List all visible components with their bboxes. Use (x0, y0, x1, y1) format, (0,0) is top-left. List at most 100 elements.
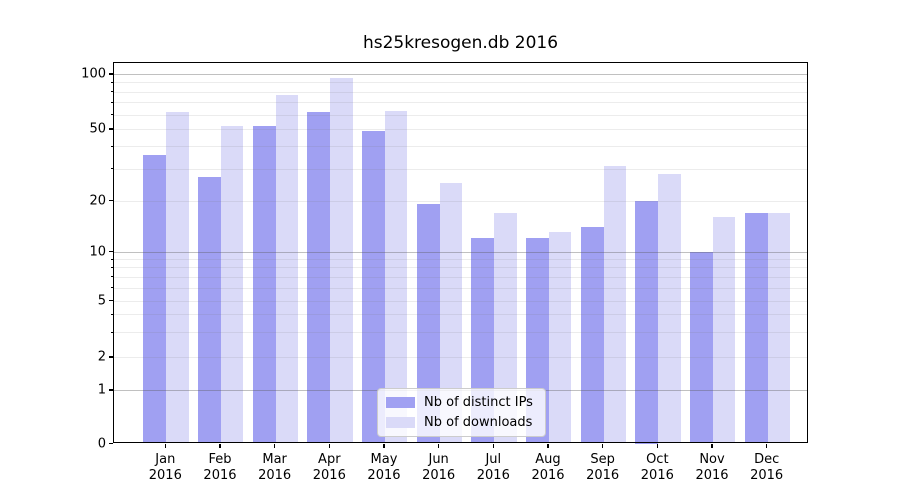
y-minor-tick-7 (110, 276, 113, 278)
bar-downloads-aug (548, 232, 572, 444)
bar-distinct-ips-sep (580, 226, 604, 444)
x-tick-sep (602, 443, 604, 448)
y-minor-tick-80 (110, 91, 113, 93)
y-tick-100 (109, 73, 113, 75)
bar-distinct-ips-jun (416, 204, 440, 444)
y-tick-label-100: 100 (81, 66, 106, 82)
y-tick-1 (109, 389, 113, 391)
bar-downloads-jan (166, 111, 189, 444)
x-tick-label-year-mar: 2016 (258, 468, 292, 483)
x-tick-label-year-nov: 2016 (695, 468, 729, 483)
gridline-y-30 (113, 168, 808, 170)
y-minor-tick-70 (110, 101, 113, 103)
gridline-y-2 (113, 357, 808, 358)
x-tick-label-year-dec: 2016 (750, 468, 784, 483)
x-tick-label-apr: Apr 2016 (302, 452, 356, 485)
x-tick-aug (547, 443, 549, 448)
x-tick-label-aug: Aug 2016 (521, 452, 575, 485)
x-tick-label-year-apr: 2016 (312, 468, 346, 483)
x-tick-label-year-jan: 2016 (148, 468, 182, 483)
y-tick-label-50: 50 (89, 121, 106, 137)
chart-title: hs25kresogen.db 2016 (362, 33, 559, 53)
gridline-y-70 (113, 102, 808, 104)
x-tick-label-year-sep: 2016 (586, 468, 620, 483)
bar-downloads-may (384, 110, 408, 444)
y-tick-label-1: 1 (97, 382, 106, 398)
x-tick-label-year-oct: 2016 (640, 468, 674, 483)
gridline-y-9 (113, 259, 808, 261)
x-tick-label-oct: Oct 2016 (630, 452, 684, 485)
y-tick-label-20: 20 (89, 193, 106, 208)
bar-distinct-ips-feb (197, 177, 221, 444)
x-tick-label-feb: Feb 2016 (193, 452, 247, 485)
bar-downloads-feb (220, 125, 244, 444)
bar-downloads-jul (494, 212, 517, 444)
gridline-y-4 (113, 314, 808, 316)
x-tick-oct (656, 443, 658, 448)
y-tick-2 (109, 356, 113, 358)
bar-distinct-ips-apr (307, 111, 331, 444)
y-tick-0 (109, 442, 113, 445)
bar-distinct-ips-oct (635, 200, 659, 444)
bar-downloads-mar (275, 94, 298, 444)
bar-distinct-ips-mar (252, 125, 276, 444)
gridline-y-6 (113, 287, 808, 289)
y-tick-label-0: 0 (97, 436, 106, 451)
x-tick-label-year-feb: 2016 (203, 468, 237, 483)
x-tick-label-jan: Jan 2016 (138, 452, 192, 485)
y-tick-label-2: 2 (97, 349, 106, 365)
x-tick-jan (164, 443, 166, 448)
y-minor-tick-3 (110, 331, 113, 333)
gridline-y-20 (113, 200, 808, 202)
x-tick-jul (492, 443, 494, 448)
x-tick-label-year-jul: 2016 (476, 468, 510, 483)
legend-entry-downloads: Nb of downloads (386, 415, 545, 430)
legend: Nb of distinct IPs Nb of downloads (377, 388, 546, 437)
x-tick-dec (766, 443, 768, 448)
gridline-y-40 (113, 146, 808, 148)
legend-label-distinct-ips: Nb of distinct IPs (424, 395, 533, 410)
bar-distinct-ips-jan (143, 154, 167, 444)
legend-swatch-distinct-ips (386, 397, 415, 408)
x-tick-label-nov: Nov 2016 (685, 452, 739, 485)
x-tick-mar (274, 443, 276, 448)
bar-distinct-ips-dec (744, 212, 768, 444)
bar-distinct-ips-may (361, 130, 385, 444)
y-minor-tick-6 (110, 287, 113, 289)
y-tick-50 (109, 128, 113, 130)
legend-label-downloads: Nb of downloads (424, 415, 533, 430)
y-minor-tick-60 (110, 114, 113, 116)
y-minor-tick-9 (110, 258, 113, 260)
y-tick-label-10: 10 (89, 244, 106, 260)
gridline-y-7 (113, 276, 808, 278)
x-tick-apr (328, 443, 330, 448)
gridline-y-80 (113, 91, 808, 93)
y-tick-20 (109, 199, 113, 202)
x-tick-label-sep: Sep 2016 (576, 452, 630, 485)
x-tick-nov (711, 443, 713, 448)
gridline-y-10 (113, 251, 808, 253)
x-tick-label-jun: Jun 2016 (412, 452, 466, 485)
x-tick-label-year-may: 2016 (367, 468, 401, 483)
x-tick-jun (438, 443, 440, 448)
gridline-y-90 (113, 82, 808, 84)
bar-distinct-ips-nov (690, 251, 713, 444)
y-minor-tick-40 (110, 145, 113, 147)
legend-entry-distinct-ips: Nb of distinct IPs (386, 395, 545, 410)
gridline-y-5 (113, 300, 808, 302)
y-tick-5 (109, 300, 113, 302)
bar-downloads-apr (330, 78, 353, 444)
bar-downloads-dec (767, 212, 790, 444)
gridline-y-8 (113, 267, 808, 269)
y-tick-label-5: 5 (97, 293, 106, 309)
gridline-y-60 (113, 114, 808, 116)
x-tick-label-dec: Dec 2016 (740, 452, 794, 485)
bar-downloads-jun (439, 183, 462, 444)
y-tick-10 (109, 251, 113, 253)
x-tick-label-year-aug: 2016 (531, 468, 565, 483)
y-minor-tick-90 (110, 81, 113, 83)
x-tick-feb (219, 443, 221, 448)
y-minor-tick-4 (110, 313, 113, 315)
x-tick-label-jul: Jul 2016 (466, 452, 520, 485)
